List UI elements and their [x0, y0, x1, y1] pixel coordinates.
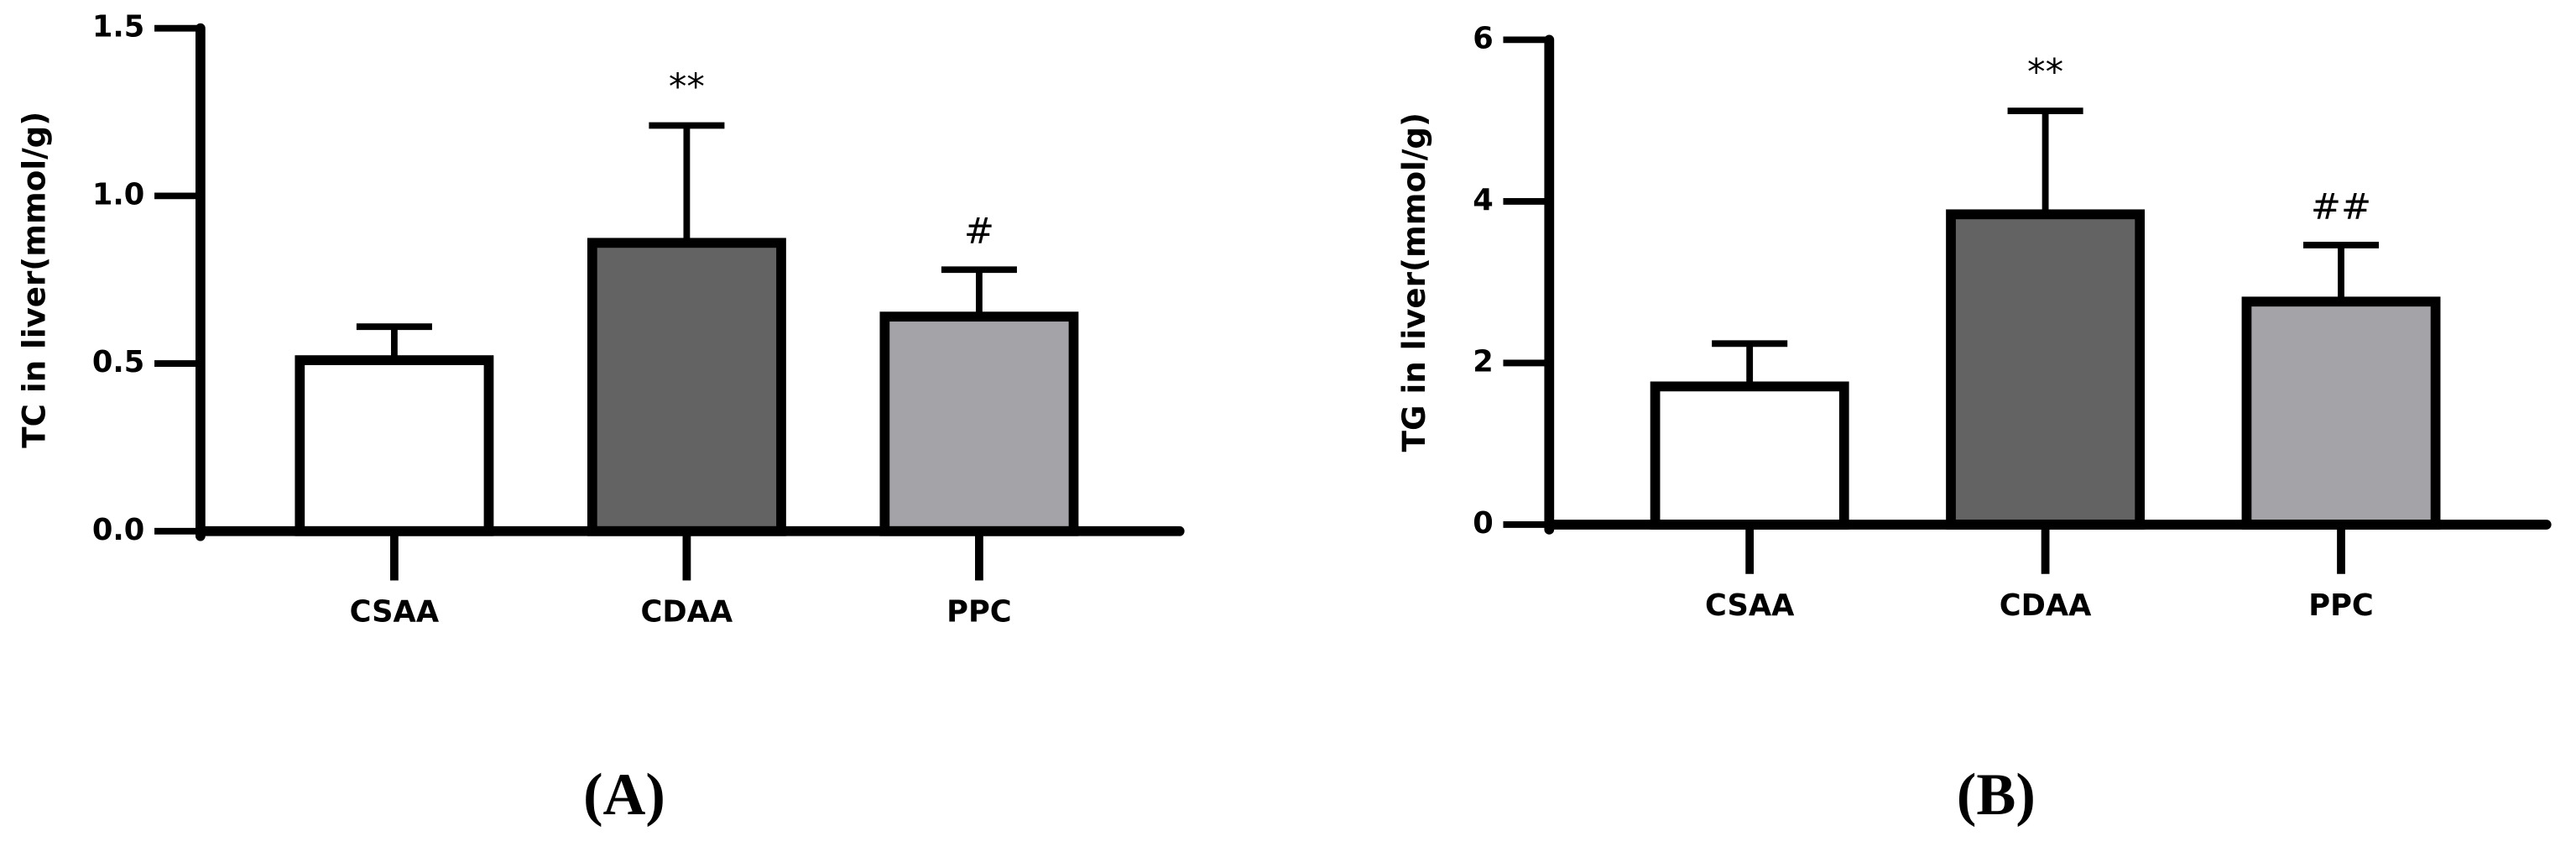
bar — [587, 238, 786, 536]
significance-label: # — [964, 211, 994, 253]
y-tick-label: 0.5 — [92, 345, 144, 379]
bar — [1650, 381, 1849, 530]
y-axis-label: TC in liver(mmol/g) — [16, 112, 53, 448]
bar — [879, 311, 1079, 536]
panel-label: (B) — [1957, 762, 2036, 828]
bar — [2241, 296, 2441, 530]
x-tick-label: CDAA — [641, 595, 733, 630]
y-tick-label: 4 — [1473, 183, 1494, 217]
y-tick-label: 6 — [1473, 21, 1494, 55]
y-axis-label: TG in liver(mmol/g) — [1395, 112, 1432, 452]
bar — [295, 355, 494, 536]
x-tick-label: PPC — [2308, 588, 2374, 623]
significance-label: ** — [669, 66, 705, 108]
y-tick-label: 1.5 — [92, 10, 144, 44]
bar — [1946, 209, 2146, 530]
y-tick-label: 1.0 — [92, 177, 144, 212]
x-tick-label: PPC — [946, 595, 1012, 630]
y-tick-label: 0.0 — [92, 513, 144, 547]
panel-label: (A) — [583, 762, 665, 828]
x-tick-label: CDAA — [2000, 588, 2092, 623]
x-tick-label: CSAA — [1705, 588, 1795, 623]
significance-label: ** — [2027, 52, 2063, 94]
x-tick-label: CSAA — [350, 595, 440, 630]
y-tick-label: 0 — [1473, 506, 1494, 541]
y-tick-label: 2 — [1473, 344, 1494, 379]
significance-label: ## — [2311, 186, 2371, 227]
